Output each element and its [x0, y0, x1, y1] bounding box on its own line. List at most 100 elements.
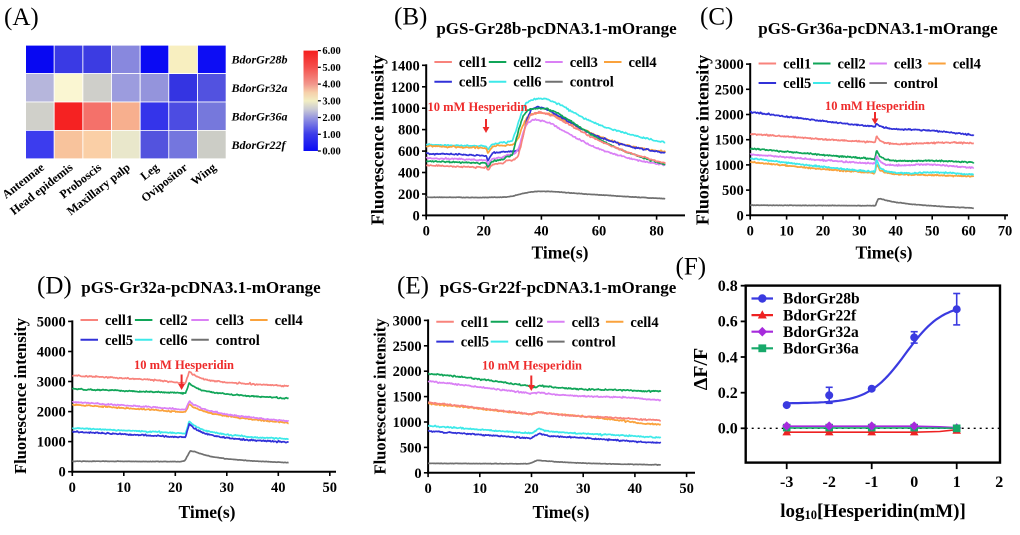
svg-text:0.8: 0.8 — [718, 278, 738, 295]
svg-text:1000: 1000 — [37, 435, 66, 451]
svg-text:70: 70 — [998, 224, 1013, 240]
svg-text:Fluorescence intensity: Fluorescence intensity — [11, 317, 30, 474]
svg-text:20: 20 — [477, 224, 492, 240]
svg-text:cell1: cell1 — [783, 57, 811, 73]
svg-text:cell2: cell2 — [159, 313, 187, 329]
svg-text:40: 40 — [271, 480, 286, 496]
svg-text:50: 50 — [679, 481, 694, 497]
svg-text:cell3: cell3 — [572, 315, 600, 331]
svg-text:BdorGr32a: BdorGr32a — [231, 81, 288, 95]
svg-text:0.0: 0.0 — [718, 421, 738, 438]
svg-text:0.00: 0.00 — [322, 147, 340, 158]
svg-text:10 mM Hesperidin: 10 mM Hesperidin — [428, 100, 528, 114]
svg-text:cell2: cell2 — [515, 315, 543, 331]
svg-text:500: 500 — [722, 183, 744, 199]
svg-text:0: 0 — [747, 224, 754, 240]
svg-text:(A): (A) — [4, 4, 39, 31]
svg-text:20: 20 — [816, 224, 831, 240]
svg-text:cell5: cell5 — [783, 76, 811, 92]
svg-text:Time(s): Time(s) — [855, 243, 912, 263]
svg-text:10 mM Hesperidin: 10 mM Hesperidin — [482, 359, 582, 373]
svg-text:cell2: cell2 — [513, 55, 541, 71]
svg-text:pGS-Gr28b-pcDNA3.1-mOrange: pGS-Gr28b-pcDNA3.1-mOrange — [436, 19, 677, 38]
svg-text:ΔF/F: ΔF/F — [690, 348, 712, 391]
svg-text:cell6: cell6 — [515, 335, 543, 351]
svg-text:5000: 5000 — [37, 314, 66, 330]
svg-text:cell4: cell4 — [629, 55, 657, 71]
svg-text:2.00: 2.00 — [322, 113, 340, 124]
svg-text:80: 80 — [649, 224, 664, 240]
svg-text:control: control — [216, 333, 260, 349]
svg-text:cell3: cell3 — [216, 313, 244, 329]
svg-text:4.00: 4.00 — [322, 80, 340, 91]
svg-text:5.00: 5.00 — [322, 63, 340, 74]
svg-text:Fluorescence intensity: Fluorescence intensity — [692, 55, 712, 225]
svg-text:Time(s): Time(s) — [532, 502, 589, 522]
svg-text:cell5: cell5 — [459, 75, 487, 91]
svg-text:2500: 2500 — [715, 82, 744, 98]
svg-text:-1: -1 — [865, 474, 878, 491]
svg-text:20: 20 — [524, 481, 539, 497]
svg-text:10: 10 — [779, 224, 794, 240]
svg-text:10 mM Hesperidin: 10 mM Hesperidin — [825, 99, 925, 113]
svg-text:0: 0 — [59, 465, 66, 481]
svg-text:6.00: 6.00 — [322, 46, 340, 57]
svg-text:cell3: cell3 — [570, 55, 598, 71]
svg-text:cell4: cell4 — [953, 57, 981, 73]
svg-text:30: 30 — [852, 224, 867, 240]
svg-text:cell3: cell3 — [894, 57, 922, 73]
svg-text:Time(s): Time(s) — [178, 502, 235, 522]
svg-text:-3: -3 — [780, 474, 793, 491]
svg-text:3000: 3000 — [37, 375, 66, 391]
svg-text:3000: 3000 — [393, 313, 422, 329]
svg-text:pGS-Gr22f-pcDNA3.1-mOrange: pGS-Gr22f-pcDNA3.1-mOrange — [440, 278, 677, 297]
svg-text:1000: 1000 — [715, 158, 744, 174]
svg-text:0: 0 — [69, 480, 76, 496]
svg-text:(D): (D) — [37, 273, 72, 300]
svg-text:1200: 1200 — [391, 80, 420, 96]
svg-text:30: 30 — [220, 480, 235, 496]
svg-text:Fluorescence intensity: Fluorescence intensity — [368, 55, 388, 225]
svg-text:1400: 1400 — [391, 58, 420, 74]
svg-text:Fluorescence intensity: Fluorescence intensity — [370, 318, 389, 475]
svg-text:40: 40 — [628, 481, 643, 497]
svg-text:cell1: cell1 — [459, 55, 487, 71]
svg-text:cell5: cell5 — [461, 335, 489, 351]
svg-text:3000: 3000 — [715, 57, 744, 73]
svg-text:cell4: cell4 — [630, 315, 658, 331]
svg-text:60: 60 — [592, 224, 607, 240]
svg-text:log10[Hesperidin(mM)]: log10[Hesperidin(mM)] — [780, 501, 966, 522]
svg-text:BdorGr28b: BdorGr28b — [783, 291, 860, 308]
svg-text:cell6: cell6 — [838, 76, 866, 92]
svg-text:pGS-Gr32a-pcDNA3.1-mOrange: pGS-Gr32a-pcDNA3.1-mOrange — [81, 278, 321, 297]
svg-text:0.4: 0.4 — [718, 349, 738, 366]
svg-text:200: 200 — [398, 187, 420, 203]
svg-text:cell5: cell5 — [105, 333, 133, 349]
svg-text:1500: 1500 — [393, 390, 422, 406]
svg-text:4000: 4000 — [37, 345, 66, 361]
svg-text:-2: -2 — [823, 474, 836, 491]
svg-text:cell1: cell1 — [105, 313, 133, 329]
svg-text:cell2: cell2 — [838, 57, 866, 73]
svg-text:1: 1 — [953, 474, 961, 491]
svg-text:50: 50 — [323, 480, 338, 496]
svg-text:(B): (B) — [394, 4, 427, 31]
svg-text:0.2: 0.2 — [718, 385, 738, 402]
svg-text:10: 10 — [117, 480, 132, 496]
svg-text:40: 40 — [534, 224, 549, 240]
svg-text:1000: 1000 — [391, 101, 420, 117]
svg-text:BdorGr22f: BdorGr22f — [231, 138, 287, 152]
svg-text:cell6: cell6 — [513, 75, 541, 91]
svg-text:30: 30 — [576, 481, 591, 497]
svg-text:0: 0 — [424, 481, 431, 497]
svg-text:Time(s): Time(s) — [531, 243, 588, 263]
svg-text:3.00: 3.00 — [322, 96, 340, 107]
svg-text:cell1: cell1 — [461, 315, 489, 331]
svg-text:0.6: 0.6 — [718, 314, 738, 331]
svg-text:400: 400 — [398, 166, 420, 182]
svg-text:60: 60 — [961, 224, 976, 240]
svg-text:800: 800 — [398, 123, 420, 139]
svg-text:600: 600 — [398, 144, 420, 160]
svg-text:2000: 2000 — [37, 405, 66, 421]
svg-text:BdorGr32a: BdorGr32a — [783, 324, 859, 341]
